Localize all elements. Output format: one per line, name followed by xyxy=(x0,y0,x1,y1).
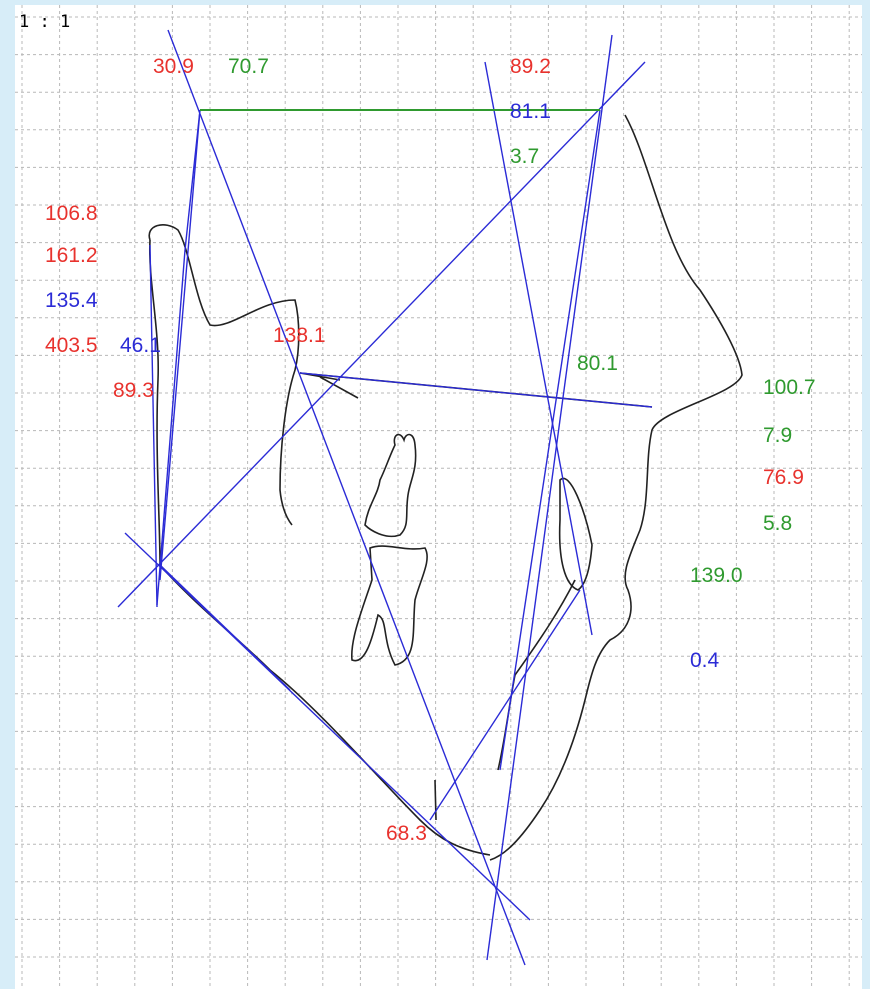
molar xyxy=(351,545,428,666)
ref-line xyxy=(429,589,581,821)
drawing-area xyxy=(15,5,862,989)
measurement-label: 3.7 xyxy=(510,145,540,168)
measurement-label: 403.5 xyxy=(45,334,98,357)
scale-label: 1 : 1 xyxy=(19,12,71,32)
measurement-label: 76.9 xyxy=(763,466,804,489)
grid xyxy=(15,5,862,989)
measurement-label: 161.2 xyxy=(45,244,98,267)
ref-line xyxy=(149,244,158,608)
measurement-label: 81.1 xyxy=(510,100,551,123)
ref-line xyxy=(299,372,653,408)
measurement-label: 0.4 xyxy=(690,649,720,672)
cranial-base xyxy=(148,224,300,526)
upper-incisor xyxy=(364,433,417,538)
measurement-label: 89.3 xyxy=(113,379,154,402)
measurement-label: 5.8 xyxy=(763,512,793,535)
ref-line xyxy=(159,564,291,691)
measurement-label: 100.7 xyxy=(763,376,816,399)
ref-line xyxy=(167,29,526,966)
tracing-outline xyxy=(148,114,743,861)
measurement-label: 106.8 xyxy=(45,202,98,225)
measurement-label: 70.7 xyxy=(228,55,269,78)
measurement-label: 46.1 xyxy=(120,334,161,357)
ref-line xyxy=(159,109,201,581)
measurement-label: 139.0 xyxy=(690,564,743,587)
ref-line xyxy=(486,34,613,961)
reference-lines xyxy=(117,29,653,966)
measurement-label: 68.3 xyxy=(386,822,427,845)
measurement-label: 80.1 xyxy=(577,352,618,375)
ref-line xyxy=(124,532,531,921)
ref-line xyxy=(499,109,601,771)
measurement-label: 138.1 xyxy=(273,324,326,347)
measurement-label: 135.4 xyxy=(45,289,98,312)
ref-line xyxy=(156,249,186,606)
profile xyxy=(489,114,743,861)
measurement-label: 30.9 xyxy=(153,55,194,78)
ref-line xyxy=(184,109,201,251)
measurement-label: 89.2 xyxy=(510,55,551,78)
ref-line xyxy=(484,61,593,636)
ref-line xyxy=(117,61,646,608)
measurement-label: 7.9 xyxy=(763,424,793,447)
